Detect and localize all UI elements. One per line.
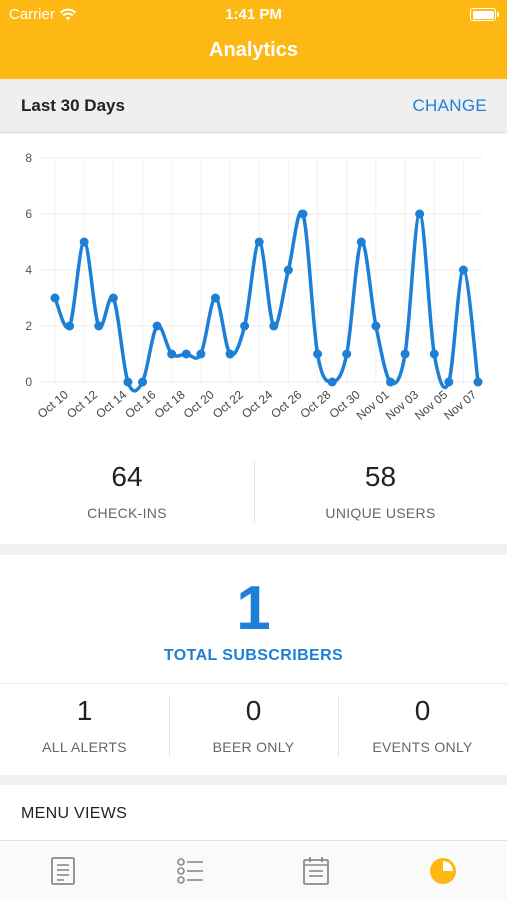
series-line: [53, 209, 480, 393]
x-tick-label: Oct 18: [152, 387, 188, 421]
status-time: 1:41 PM: [225, 6, 282, 23]
menu-views-section: MENU VIEWS: [0, 785, 507, 841]
y-tick-label: 0: [25, 375, 32, 389]
subscribers-divider: [0, 683, 507, 684]
data-point: [473, 377, 483, 387]
change-range-button[interactable]: CHANGE: [412, 96, 487, 115]
data-point: [108, 293, 118, 303]
data-point: [50, 293, 60, 303]
battery-icon: [470, 8, 499, 21]
y-tick-label: 6: [25, 207, 32, 221]
date-range-bar: Last 30 Days CHANGE: [0, 79, 507, 133]
subscribers-card: 1 TOTAL SUBSCRIBERS 1 ALL ALERTS 0 BEER …: [0, 555, 507, 775]
data-point: [240, 321, 250, 331]
total-subscribers-value: 1: [236, 574, 271, 643]
wifi-icon: [59, 8, 77, 21]
unique-users-label: UNIQUE USERS: [325, 505, 436, 521]
list-document-icon: [51, 857, 75, 885]
data-point: [415, 209, 425, 219]
data-point: [356, 237, 366, 247]
data-point: [269, 321, 279, 331]
data-point: [458, 265, 468, 275]
data-point: [298, 209, 308, 219]
checkins-stats: 64 CHECK-INS 58 UNIQUE USERS: [0, 461, 507, 531]
data-point: [210, 293, 220, 303]
unique-users-stat: 58 UNIQUE USERS: [254, 461, 507, 521]
checkins-card: 0 2 4 6 8 Oct 10 Oct 12 Oct 14 Oct 16 Oct 18 Oct 2…: [0, 134, 507, 544]
tab-lists[interactable]: [174, 855, 206, 887]
x-tick-label: Oct 24: [239, 387, 275, 421]
y-tick-label: 2: [25, 319, 32, 333]
pie-chart-icon: [430, 858, 456, 884]
x-tick-label: Oct 10: [35, 387, 71, 421]
checkins-value: 64: [111, 461, 143, 492]
x-tick-label: Oct 12: [64, 387, 100, 421]
calendar-icon: [303, 857, 329, 885]
breakdown-divider: [169, 695, 170, 757]
carrier-label: Carrier: [9, 6, 55, 23]
x-tick-label: Oct 22: [210, 387, 246, 421]
tab-analytics[interactable]: [427, 855, 459, 887]
data-point: [167, 349, 177, 359]
menu-views-title: MENU VIEWS: [21, 805, 128, 822]
total-subscribers-label: TOTAL SUBSCRIBERS: [163, 647, 344, 664]
events-only-value: 0: [414, 695, 431, 726]
stats-divider: [254, 461, 255, 523]
tab-events[interactable]: [300, 855, 332, 887]
beer-only-value: 0: [245, 695, 262, 726]
data-point: [327, 377, 337, 387]
events-only-label: EVENTS ONLY: [372, 739, 473, 755]
y-tick-label: 8: [25, 151, 32, 165]
date-range-label: Last 30 Days: [21, 96, 125, 115]
data-point: [385, 377, 395, 387]
data-point: [94, 321, 104, 331]
data-point: [225, 349, 235, 359]
breakdown-divider: [338, 695, 339, 757]
carrier-indicator: Carrier: [9, 6, 77, 23]
x-tick-label: Oct 14: [93, 387, 129, 421]
data-point: [138, 377, 148, 387]
data-point: [371, 321, 381, 331]
checkins-stat: 64 CHECK-INS: [0, 461, 254, 521]
checklist-icon: [177, 858, 203, 884]
tab-bar: [0, 841, 507, 900]
checkins-label: CHECK-INS: [87, 505, 167, 521]
x-tick-label: Oct 28: [297, 387, 333, 421]
app-header: Carrier 1:41 PM Analytics: [0, 0, 507, 79]
tab-menu[interactable]: [47, 855, 79, 887]
data-point: [342, 349, 352, 359]
beer-only-stat: 0 BEER ONLY: [169, 695, 338, 755]
status-bar: Carrier 1:41 PM: [0, 0, 507, 28]
data-point: [123, 377, 133, 387]
unique-users-value: 58: [364, 461, 397, 492]
data-point: [152, 321, 162, 331]
data-point: [429, 349, 439, 359]
beer-only-label: BEER ONLY: [212, 739, 295, 755]
x-tick-label: Oct 26: [268, 387, 304, 421]
all-alerts-stat: 1 ALL ALERTS: [0, 695, 169, 755]
page-title: Analytics: [209, 39, 298, 61]
data-point: [65, 321, 75, 331]
all-alerts-label: ALL ALERTS: [42, 739, 127, 755]
data-point: [79, 237, 89, 247]
data-point: [444, 377, 454, 387]
data-point: [313, 349, 323, 359]
x-tick-label: Oct 20: [181, 387, 217, 421]
y-tick-label: 4: [25, 263, 32, 277]
events-only-stat: 0 EVENTS ONLY: [338, 695, 507, 755]
data-point: [283, 265, 293, 275]
data-point: [254, 237, 264, 247]
data-point: [196, 349, 206, 359]
data-point: [400, 349, 410, 359]
x-tick-label: Nov 07: [441, 387, 479, 422]
x-tick-label: Oct 16: [122, 387, 158, 421]
all-alerts-value: 1: [76, 695, 93, 726]
data-point: [181, 349, 191, 359]
